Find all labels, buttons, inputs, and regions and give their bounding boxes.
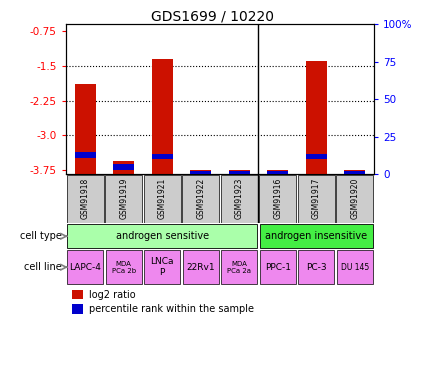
FancyBboxPatch shape <box>183 250 218 284</box>
Bar <box>190 171 211 176</box>
Text: PC-3: PC-3 <box>306 262 326 272</box>
Text: GSM91917: GSM91917 <box>312 178 321 219</box>
FancyBboxPatch shape <box>260 224 373 248</box>
Text: GSM91921: GSM91921 <box>158 178 167 219</box>
Text: androgen sensitive: androgen sensitive <box>116 231 209 241</box>
FancyBboxPatch shape <box>336 175 373 223</box>
FancyBboxPatch shape <box>106 250 142 284</box>
Text: PPC-1: PPC-1 <box>265 262 291 272</box>
FancyBboxPatch shape <box>144 250 180 284</box>
Bar <box>74 84 96 174</box>
Text: GSM91919: GSM91919 <box>119 178 128 219</box>
Text: 22Rv1: 22Rv1 <box>187 262 215 272</box>
FancyBboxPatch shape <box>105 175 142 223</box>
Text: percentile rank within the sample: percentile rank within the sample <box>89 304 254 314</box>
FancyBboxPatch shape <box>67 175 104 223</box>
Bar <box>229 170 250 174</box>
Text: GSM91916: GSM91916 <box>273 178 282 219</box>
Bar <box>306 154 327 159</box>
FancyBboxPatch shape <box>298 250 334 284</box>
Bar <box>229 171 250 176</box>
FancyBboxPatch shape <box>260 250 296 284</box>
Bar <box>306 61 327 174</box>
FancyBboxPatch shape <box>144 175 181 223</box>
Bar <box>344 170 366 174</box>
Text: GDS1699 / 10220: GDS1699 / 10220 <box>151 9 274 23</box>
Bar <box>113 164 134 170</box>
Text: LAPC-4: LAPC-4 <box>69 262 101 272</box>
Text: GSM91918: GSM91918 <box>81 178 90 219</box>
Text: DU 145: DU 145 <box>340 262 369 272</box>
Text: log2 ratio: log2 ratio <box>89 290 136 300</box>
Text: cell line: cell line <box>24 262 62 272</box>
Text: GSM91920: GSM91920 <box>350 178 359 219</box>
Text: MDA
PCa 2a: MDA PCa 2a <box>227 261 251 274</box>
Bar <box>152 59 173 174</box>
Bar <box>113 160 134 174</box>
FancyBboxPatch shape <box>221 175 258 223</box>
Text: cell type: cell type <box>20 231 62 241</box>
Bar <box>74 152 96 157</box>
Text: GSM91922: GSM91922 <box>196 178 205 219</box>
FancyBboxPatch shape <box>337 250 373 284</box>
FancyBboxPatch shape <box>67 224 257 248</box>
FancyBboxPatch shape <box>182 175 219 223</box>
Bar <box>267 170 288 174</box>
Text: MDA
PCa 2b: MDA PCa 2b <box>112 261 136 274</box>
FancyBboxPatch shape <box>67 250 103 284</box>
Bar <box>190 170 211 174</box>
Bar <box>72 304 83 314</box>
FancyBboxPatch shape <box>221 250 257 284</box>
Text: androgen insensitive: androgen insensitive <box>265 231 367 241</box>
Text: GSM91923: GSM91923 <box>235 178 244 219</box>
FancyBboxPatch shape <box>298 175 335 223</box>
Bar <box>267 171 288 176</box>
FancyBboxPatch shape <box>259 175 296 223</box>
Bar <box>344 171 366 176</box>
Bar <box>72 290 83 300</box>
Bar <box>152 154 173 159</box>
Text: LNCa
P: LNCa P <box>150 258 174 277</box>
